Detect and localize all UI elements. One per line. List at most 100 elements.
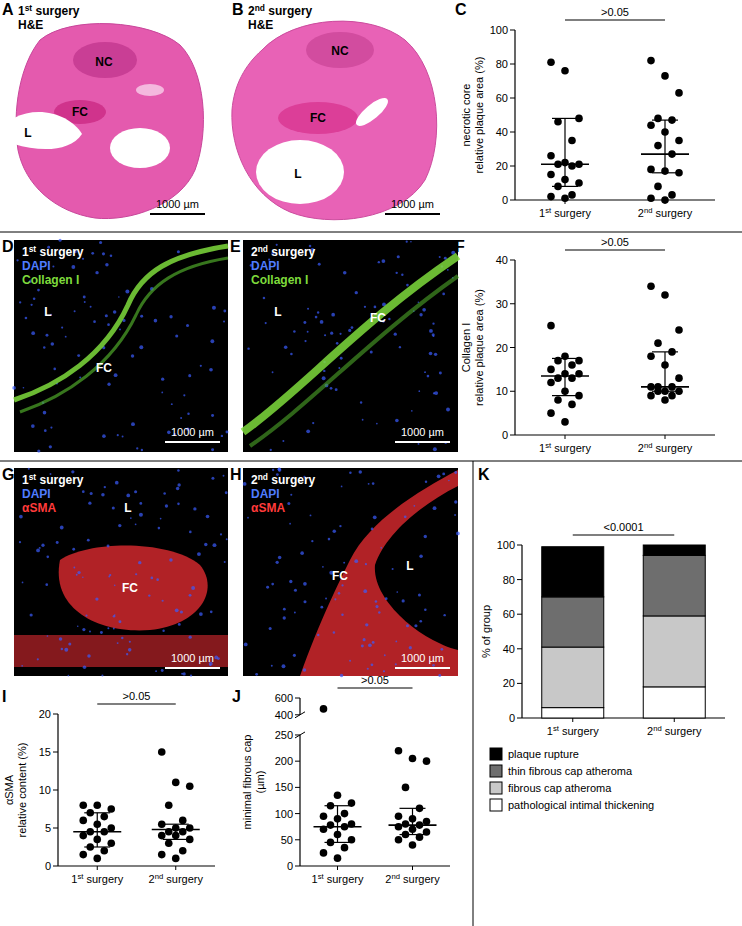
nucleus-speck bbox=[406, 624, 409, 627]
iqr-range bbox=[664, 120, 665, 173]
legend-label: pathological intimal thickening bbox=[508, 799, 654, 811]
nucleus-speck bbox=[225, 431, 228, 434]
x-axis bbox=[300, 865, 450, 866]
nucleus-speck bbox=[100, 631, 103, 634]
nucleus-speck bbox=[370, 351, 373, 354]
nucleus-speck bbox=[117, 642, 119, 644]
dot bbox=[165, 801, 173, 809]
y-tick bbox=[53, 714, 58, 715]
dot bbox=[409, 755, 417, 763]
nucleus-speck bbox=[424, 609, 427, 612]
y-axis-label: Collagen I bbox=[460, 323, 472, 373]
iqr-range bbox=[564, 358, 565, 395]
dot bbox=[575, 179, 583, 187]
tissue bbox=[232, 21, 437, 220]
y-tick-label: 50 bbox=[281, 834, 293, 846]
nucleus-speck bbox=[322, 376, 326, 380]
nucleus-speck bbox=[395, 641, 397, 643]
nucleus-speck bbox=[303, 668, 307, 672]
y-tick bbox=[295, 698, 300, 699]
nucleus-speck bbox=[50, 426, 52, 428]
nucleus-speck bbox=[131, 354, 134, 357]
y-tick-label: 0 bbox=[502, 429, 508, 441]
nucleus-speck bbox=[199, 612, 203, 616]
nucleus-speck bbox=[178, 623, 181, 626]
y-tick-label: 400 bbox=[275, 709, 293, 721]
panel-letter: E bbox=[230, 238, 241, 255]
dot bbox=[395, 836, 403, 844]
dot bbox=[409, 841, 417, 849]
nucleus-speck bbox=[101, 674, 103, 676]
nucleus-speck bbox=[114, 584, 116, 586]
scale-bar bbox=[165, 667, 220, 669]
nucleus-speck bbox=[278, 468, 282, 472]
nucleus-speck bbox=[363, 638, 366, 641]
annotation: >0.05 bbox=[601, 6, 629, 18]
y-tick-label: 20 bbox=[496, 342, 508, 354]
nucleus-speck bbox=[371, 528, 374, 531]
nucleus-speck bbox=[108, 576, 110, 578]
nucleus-speck bbox=[226, 538, 228, 540]
dot bbox=[395, 823, 403, 831]
nucleus-speck bbox=[385, 597, 388, 600]
nucleus-speck bbox=[351, 326, 354, 329]
axis-break bbox=[295, 712, 305, 718]
legend-label: plaque rupture bbox=[508, 748, 579, 760]
fluorescence-image bbox=[243, 240, 458, 452]
dot bbox=[668, 392, 676, 400]
nucleus-speck bbox=[131, 422, 135, 426]
nucleus-speck bbox=[354, 559, 358, 563]
bar-segment bbox=[542, 647, 604, 708]
scale-bar bbox=[395, 441, 450, 443]
nucleus-speck bbox=[364, 306, 366, 308]
dot bbox=[547, 409, 555, 417]
nucleus-speck bbox=[118, 296, 120, 298]
nucleus-speck bbox=[150, 577, 153, 580]
image-title: Collagen I bbox=[251, 273, 308, 287]
nucleus-speck bbox=[41, 544, 44, 547]
x-tick-label: 1st surgery bbox=[539, 206, 591, 219]
y-tick-label: 60 bbox=[503, 608, 515, 620]
nucleus-speck bbox=[307, 308, 309, 310]
nucleus-speck bbox=[21, 665, 23, 667]
nucleus-speck bbox=[90, 306, 92, 308]
plot-area bbox=[542, 545, 706, 718]
nucleus-speck bbox=[348, 329, 351, 332]
nucleus-speck bbox=[419, 313, 422, 316]
nucleus-speck bbox=[372, 641, 375, 644]
panel-letter: A bbox=[2, 1, 14, 18]
legend-label: thin fibrous cap atheroma bbox=[508, 765, 633, 777]
nucleus-speck bbox=[113, 628, 115, 630]
image-title: 2nd surgery bbox=[251, 472, 316, 487]
image-label: FC bbox=[370, 311, 386, 325]
nucleus-speck bbox=[406, 241, 408, 243]
nucleus-speck bbox=[119, 328, 121, 330]
nucleus-speck bbox=[191, 586, 195, 590]
nucleus-speck bbox=[424, 535, 427, 538]
iqr-cap bbox=[652, 172, 678, 173]
nucleus-speck bbox=[454, 514, 456, 516]
nucleus-speck bbox=[154, 319, 158, 323]
nucleus-speck bbox=[365, 623, 368, 626]
bar-segment bbox=[643, 545, 705, 555]
nucleus-speck bbox=[60, 526, 64, 530]
dot bbox=[179, 817, 187, 825]
nucleus-speck bbox=[189, 636, 192, 639]
nucleus-speck bbox=[99, 241, 102, 244]
y-tick-label: 20 bbox=[39, 708, 51, 720]
dot bbox=[107, 805, 115, 813]
y-tick-label: 40 bbox=[496, 126, 508, 138]
necrotic-core bbox=[306, 32, 374, 68]
nucleus-speck bbox=[126, 494, 130, 498]
nucleus-speck bbox=[317, 634, 319, 636]
y-tick-label: 20 bbox=[503, 677, 515, 689]
nucleus-speck bbox=[46, 334, 49, 337]
nucleus-speck bbox=[270, 449, 272, 451]
nucleus-speck bbox=[162, 630, 164, 632]
scale-bar-label: 1000 µm bbox=[171, 652, 214, 664]
nucleus-speck bbox=[300, 551, 304, 555]
y-tick bbox=[517, 718, 522, 719]
nucleus-speck bbox=[367, 668, 369, 670]
y-tick bbox=[53, 752, 58, 753]
dot bbox=[93, 855, 101, 863]
